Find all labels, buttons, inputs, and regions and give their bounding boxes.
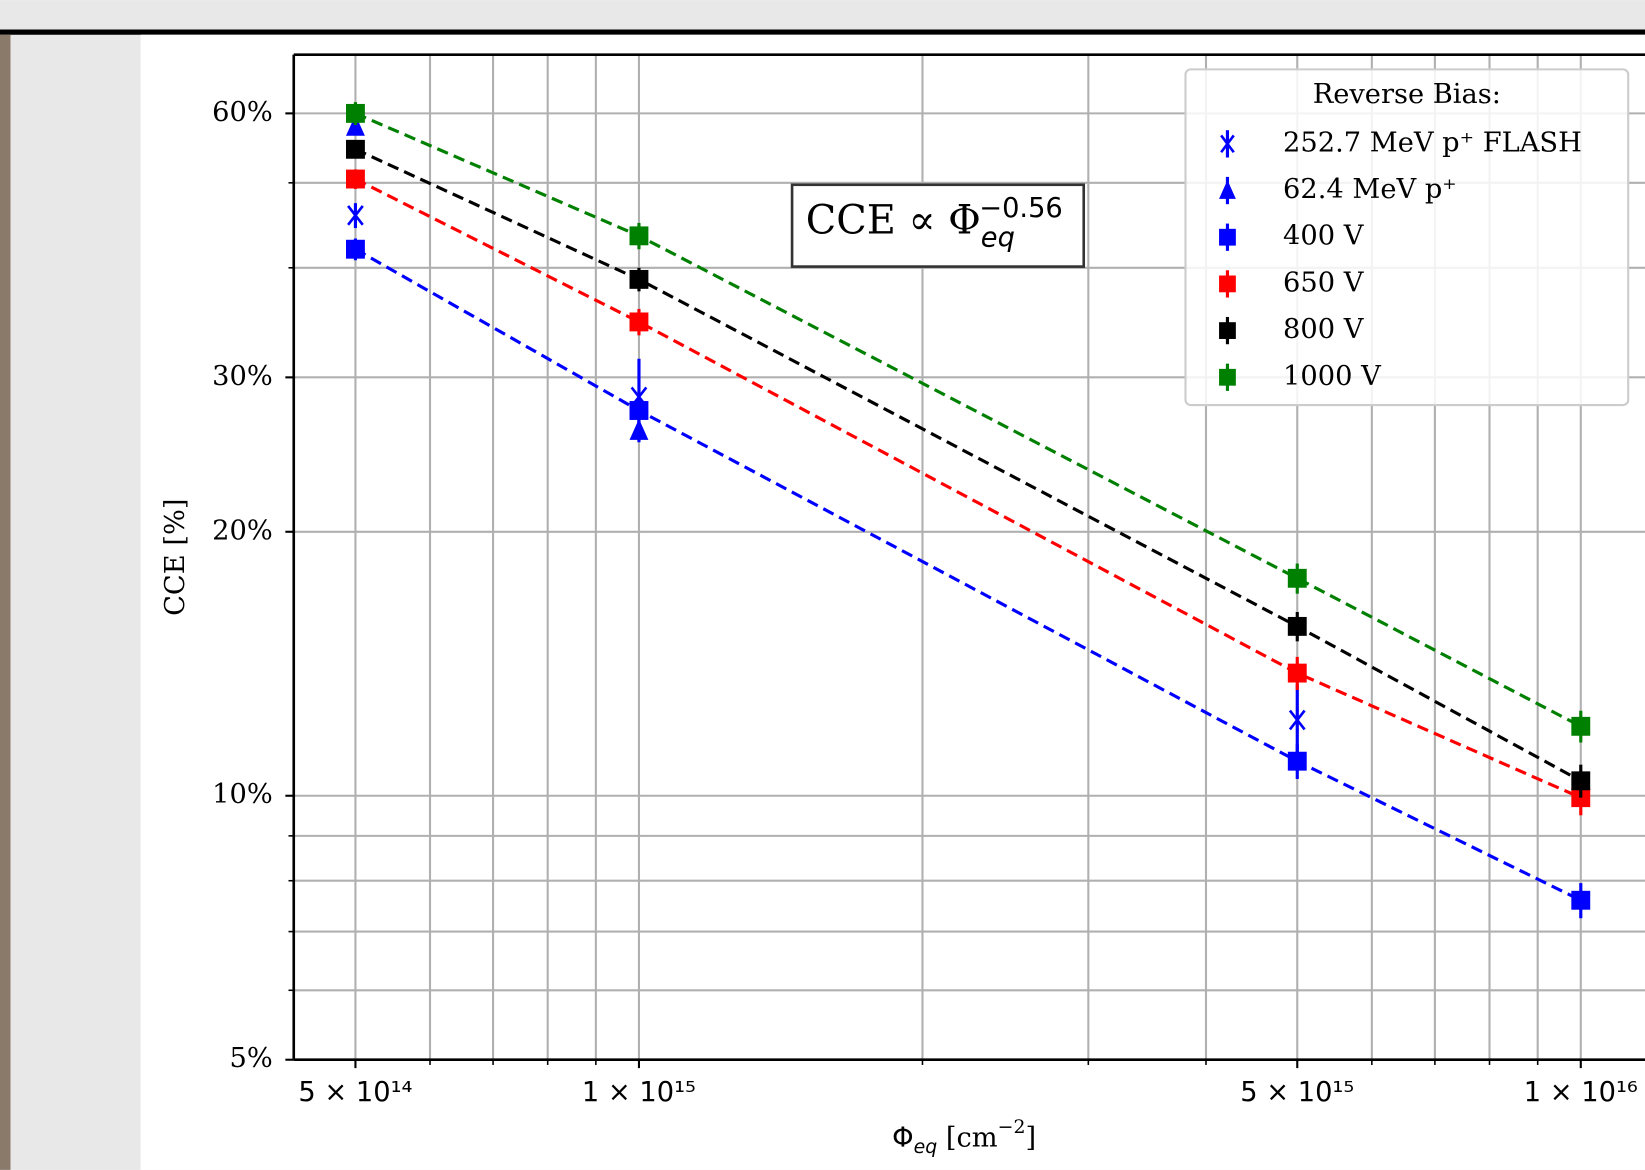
x-label-unit: [cm: [937, 1122, 998, 1153]
marker: [629, 269, 649, 289]
marker: [629, 401, 649, 420]
top-bar: [0, 29, 1645, 35]
fit-line: [354, 177, 1582, 800]
x-tick-label: 5 × 10¹⁵: [1240, 1077, 1354, 1108]
x-label-sup: −2: [998, 1116, 1026, 1138]
legend-marker: [1219, 180, 1236, 199]
marker: [1571, 771, 1591, 791]
legend-marker: [1219, 228, 1236, 246]
legend-label: 400 V: [1283, 221, 1365, 252]
marker: [1287, 751, 1307, 771]
marker: [1571, 890, 1591, 910]
marker: [1287, 568, 1307, 588]
marker: [1571, 716, 1591, 736]
legend-label: 62.4 MeV p⁺: [1283, 174, 1457, 205]
x-axis-label: Φeq [cm−2]: [892, 1116, 1036, 1157]
legend-marker: [1220, 133, 1235, 155]
marker: [629, 226, 649, 246]
annotation-text: CCE ∝ Φ: [806, 198, 981, 244]
legend-marker: [1219, 275, 1236, 293]
fit-line: [354, 247, 1582, 902]
fit-line: [354, 111, 1582, 728]
marker: [345, 239, 365, 259]
marker: [1287, 616, 1307, 636]
legend-marker: [1219, 368, 1236, 386]
annotation-box: [790, 183, 1086, 268]
y-tick-label: 30%: [212, 361, 273, 392]
x-label-end: ]: [1025, 1122, 1036, 1153]
marker: [347, 203, 364, 227]
y-tick-label: 10%: [212, 779, 273, 810]
legend-label: 1000 V: [1283, 361, 1382, 392]
marker: [629, 418, 649, 440]
fit-line: [354, 147, 1582, 783]
x-tick-label: 1 × 10¹⁵: [582, 1077, 696, 1108]
marker: [1287, 663, 1307, 683]
legend-marker: [1219, 322, 1236, 339]
legend-label: 252.7 MeV p⁺ FLASH: [1283, 127, 1582, 158]
marker: [345, 114, 365, 136]
y-tick-label: 20%: [212, 515, 273, 546]
marker: [345, 169, 365, 189]
x-label-sub: eq: [914, 1135, 938, 1157]
y-tick-label: 60%: [212, 97, 273, 128]
annotation-sup: −0.56: [979, 192, 1063, 223]
legend-title: Reverse Bias:: [1313, 79, 1501, 110]
legend-label: 650 V: [1283, 267, 1365, 298]
x-tick-label: 5 × 10¹⁴: [298, 1077, 412, 1108]
side-photo: [0, 34, 11, 1170]
marker: [345, 139, 365, 159]
y-axis-label: CCE [%]: [160, 498, 191, 615]
annotation: CCE ∝ Φeq−0.56: [806, 192, 1063, 252]
x-label-symbol: Φ: [892, 1122, 913, 1153]
y-tick-label: 5%: [230, 1043, 273, 1074]
x-tick-label: 1 × 10¹⁶: [1524, 1077, 1638, 1108]
marker: [345, 103, 365, 123]
legend-box: [1184, 68, 1630, 407]
marker: [629, 312, 649, 332]
legend-label: 800 V: [1283, 314, 1365, 345]
annotation-sub: eq: [981, 222, 1015, 253]
marker: [1288, 708, 1306, 732]
